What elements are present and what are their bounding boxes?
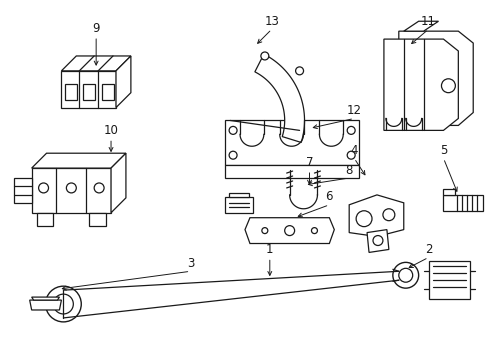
Polygon shape	[32, 168, 111, 213]
Polygon shape	[32, 153, 126, 168]
Polygon shape	[224, 197, 252, 213]
Polygon shape	[244, 218, 334, 243]
Polygon shape	[116, 56, 131, 108]
Circle shape	[262, 228, 267, 234]
Bar	[102, 84, 114, 100]
Polygon shape	[14, 178, 32, 203]
Polygon shape	[37, 213, 53, 226]
Polygon shape	[366, 230, 388, 252]
Circle shape	[295, 67, 303, 75]
Text: 1: 1	[265, 243, 273, 256]
Polygon shape	[229, 193, 248, 197]
Text: 8: 8	[345, 163, 352, 176]
Circle shape	[94, 183, 104, 193]
Polygon shape	[32, 297, 60, 300]
Circle shape	[260, 52, 268, 60]
Polygon shape	[403, 21, 438, 31]
Text: 5: 5	[439, 144, 446, 157]
Text: 11: 11	[420, 15, 435, 28]
Circle shape	[284, 226, 294, 235]
Circle shape	[441, 79, 454, 93]
Circle shape	[398, 268, 412, 282]
Polygon shape	[111, 153, 126, 213]
Text: 3: 3	[186, 257, 194, 270]
Bar	[65, 84, 77, 100]
Circle shape	[39, 183, 48, 193]
Polygon shape	[254, 54, 304, 143]
Polygon shape	[224, 165, 358, 178]
Polygon shape	[398, 31, 472, 125]
Polygon shape	[30, 300, 61, 310]
Circle shape	[346, 126, 354, 134]
Circle shape	[382, 209, 394, 221]
Text: 9: 9	[92, 22, 100, 35]
Circle shape	[66, 183, 76, 193]
Polygon shape	[427, 261, 469, 299]
Circle shape	[229, 126, 237, 134]
Circle shape	[346, 151, 354, 159]
Text: 6: 6	[325, 190, 332, 203]
Circle shape	[355, 211, 371, 227]
Circle shape	[229, 151, 237, 159]
Bar	[83, 84, 95, 100]
Polygon shape	[61, 71, 116, 108]
Text: 2: 2	[424, 243, 431, 256]
Text: 4: 4	[350, 144, 357, 157]
Text: 10: 10	[103, 124, 118, 137]
Circle shape	[53, 294, 73, 314]
Polygon shape	[61, 56, 131, 71]
Polygon shape	[348, 195, 403, 237]
Polygon shape	[224, 121, 358, 165]
Circle shape	[45, 286, 81, 322]
Polygon shape	[383, 39, 457, 130]
Polygon shape	[89, 213, 106, 226]
Text: 13: 13	[264, 15, 279, 28]
Circle shape	[372, 235, 382, 246]
Circle shape	[311, 228, 317, 234]
Circle shape	[392, 262, 418, 288]
Text: 12: 12	[346, 104, 361, 117]
Polygon shape	[443, 195, 482, 211]
Text: 7: 7	[305, 156, 313, 168]
Polygon shape	[443, 189, 454, 195]
